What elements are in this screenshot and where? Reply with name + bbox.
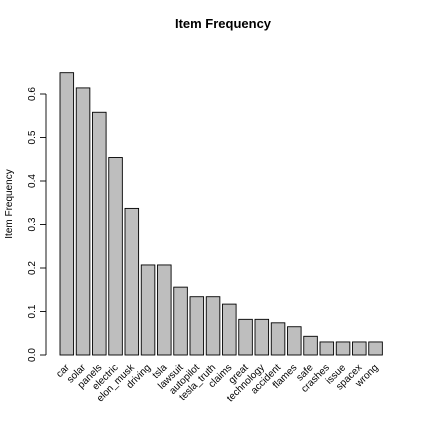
bar-crashes: [319, 341, 335, 356]
y-tick-label: 0.2: [27, 261, 38, 275]
chart-title: Item Frequency: [175, 16, 272, 31]
bar-solar: [75, 87, 91, 356]
bar-claims: [222, 303, 237, 356]
bar-wrong: [368, 341, 383, 356]
bar-driving: [140, 264, 156, 356]
y-tick-label: 0.1: [27, 304, 38, 318]
y-tick-label: 0.4: [27, 174, 38, 188]
x-tick-labels: carsolarpanelselectricelon_muskdrivingts…: [54, 362, 380, 405]
y-tick-label: 0.3: [27, 217, 38, 231]
bar-spacex: [352, 341, 367, 356]
y-tick-label: 0.5: [27, 130, 38, 144]
bar-technology: [254, 318, 270, 356]
y-tick-label: 0.6: [27, 87, 38, 101]
bars-group: [59, 72, 383, 356]
y-tick-label: 0.0: [27, 348, 38, 362]
bar-elon-musk: [124, 207, 140, 356]
bar-autopilot: [189, 296, 205, 356]
bar-issue: [335, 341, 351, 356]
y-axis-label: Item Frequency: [4, 169, 15, 238]
bar-tsla: [157, 264, 172, 356]
bar-tesla-truth: [205, 296, 221, 356]
bar-panels: [92, 111, 107, 356]
bar-car: [59, 72, 75, 356]
bar-great: [238, 318, 253, 356]
bar-accident: [270, 322, 286, 356]
y-axis: 0.0 0.1 0.2 0.3 0.4 0.5 0.6: [27, 87, 47, 362]
bar-electric: [108, 157, 123, 356]
bar-lawsuit: [173, 286, 188, 356]
bar-safe: [303, 335, 318, 356]
bar-flames: [287, 326, 302, 356]
